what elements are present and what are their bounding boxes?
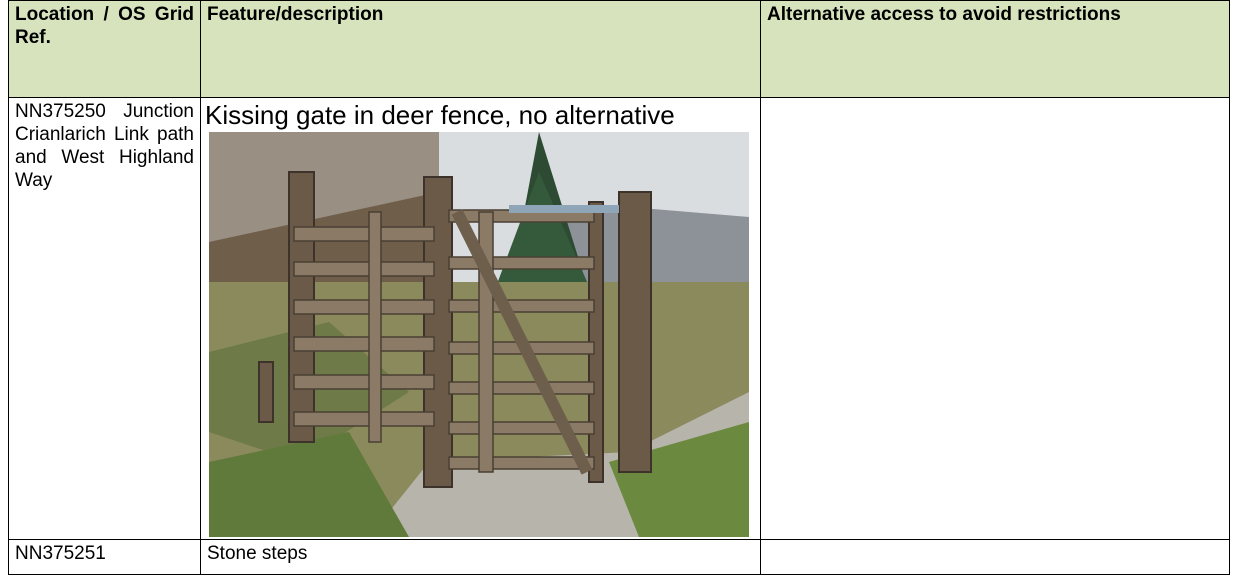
header-cell: Location / OS Grid Ref. [8, 0, 201, 98]
header-cell: Feature/description [200, 0, 761, 98]
location-cell: NN375251 [8, 539, 201, 575]
table-row: NN375251 Stone steps [8, 539, 1230, 575]
header-cell: Alternative access to avoid restrictions [760, 0, 1230, 98]
feature-text: Kissing gate in deer fence, no alternati… [205, 100, 675, 130]
access-table: Location / OS Grid Ref. Feature/descript… [8, 0, 1230, 575]
alternative-cell [760, 539, 1230, 575]
alternative-cell [760, 97, 1230, 540]
gate-photo [209, 132, 749, 537]
location-cell: NN375250 Junction Crianlarich Link path … [8, 97, 201, 540]
feature-cell: Kissing gate in deer fence, no alternati… [200, 97, 761, 540]
header-row: Location / OS Grid Ref. Feature/descript… [8, 0, 1230, 98]
feature-cell: Stone steps [200, 539, 761, 575]
table-row: NN375250 Junction Crianlarich Link path … [8, 97, 1230, 540]
